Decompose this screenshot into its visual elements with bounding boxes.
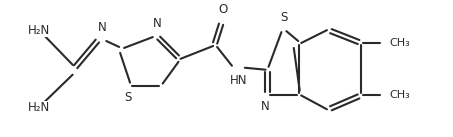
Text: CH₃: CH₃: [389, 38, 410, 48]
Text: H₂N: H₂N: [28, 24, 50, 37]
Text: N: N: [98, 21, 107, 34]
Text: N: N: [154, 17, 162, 30]
Text: CH₃: CH₃: [389, 90, 410, 100]
Text: O: O: [218, 3, 228, 16]
Text: HN: HN: [230, 74, 248, 87]
Text: S: S: [281, 11, 288, 24]
Text: H₂N: H₂N: [28, 101, 50, 114]
Text: S: S: [125, 92, 132, 105]
Text: N: N: [261, 100, 270, 113]
